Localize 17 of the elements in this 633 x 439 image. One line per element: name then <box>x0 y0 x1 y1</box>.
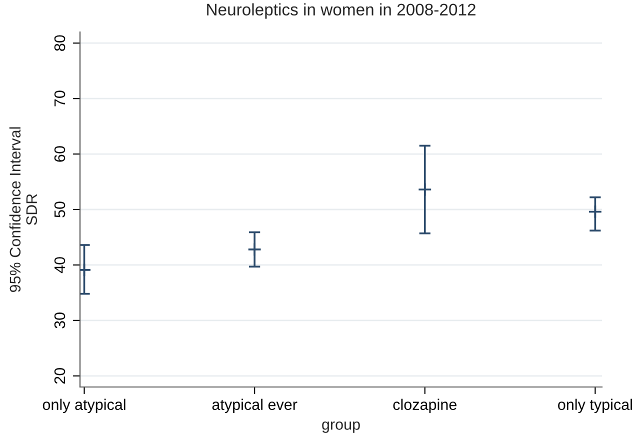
point <box>247 242 262 257</box>
chart-title: Neuroleptics in women in 2008-2012 <box>207 3 476 19</box>
y-axis-title: 95% Confidence Interval SDR <box>9 127 38 292</box>
point <box>418 182 432 197</box>
x-axis-title: group <box>322 421 360 433</box>
x-tick-label: clozapine <box>393 398 456 414</box>
y-tick-label: 30 <box>54 312 66 328</box>
point <box>588 204 602 219</box>
y-tick-label: 40 <box>54 257 66 274</box>
x-tick-label: only atypical <box>42 398 126 414</box>
y-tick-label: 50 <box>54 202 66 218</box>
y-tick-label: 60 <box>54 146 66 162</box>
x-tick-label: only typical <box>558 398 632 414</box>
x-tick-label: atypical ever <box>212 398 298 414</box>
y-tick-label: 80 <box>54 35 66 51</box>
y-tick-label: 20 <box>54 368 66 384</box>
y-tick-label: 70 <box>54 90 66 106</box>
